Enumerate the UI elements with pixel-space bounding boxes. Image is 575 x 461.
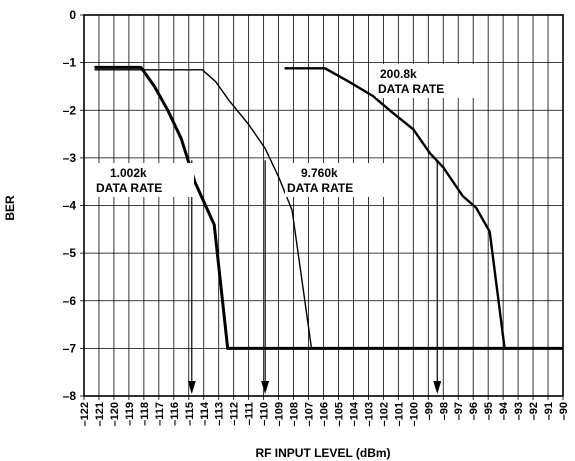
annotation-text-2: DATA RATE [378, 82, 444, 96]
annotation-text-0: 1.002k [110, 166, 147, 180]
y-tick-label: –8 [63, 389, 77, 403]
y-tick-label: –3 [63, 151, 77, 165]
y-tick-labels: 0 –1 –2 –3 –4 –5 –6 –7 –8 [63, 8, 77, 403]
chart-arrows [187, 160, 442, 394]
x-tick-label: –112 [229, 402, 241, 426]
y-axis-title: BER [3, 195, 17, 221]
x-tick-label: –97 [453, 402, 465, 420]
x-tick-label: –99 [423, 402, 435, 420]
series-line-1 [94, 69, 313, 349]
annotation-text-0: DATA RATE [96, 181, 162, 195]
x-tick-label: –122 [79, 402, 91, 426]
x-tick-label: –108 [289, 402, 301, 426]
y-tick-label: –6 [63, 294, 77, 308]
x-tick-label: –115 [184, 402, 196, 426]
x-tick-label: –109 [274, 402, 286, 426]
x-tick-label: –104 [348, 401, 360, 426]
annotation-bg-0 [94, 163, 194, 197]
chart-grid [80, 14, 564, 400]
chart-series [94, 65, 563, 350]
x-tick-label: –92 [528, 402, 540, 420]
x-tick-label: –103 [363, 402, 375, 426]
x-tick-label: –111 [244, 402, 256, 425]
x-tick-label: –105 [334, 402, 346, 426]
x-tick-label: –96 [468, 402, 480, 420]
x-axis-title: RF INPUT LEVEL (dBm) [255, 446, 390, 460]
x-tick-label: –101 [393, 402, 405, 426]
annotation-text-1: DATA RATE [287, 181, 353, 195]
x-tick-label: –102 [378, 402, 390, 426]
x-tick-label: –94 [498, 401, 510, 420]
y-tick-label: 0 [69, 8, 76, 22]
x-tick-label: –117 [154, 402, 166, 426]
x-tick-label: –90 [558, 402, 570, 420]
annotation-text-2: 200.8k [380, 67, 417, 81]
x-tick-label: –100 [408, 402, 420, 426]
x-tick-label: –114 [199, 401, 211, 426]
series-line-0 [94, 65, 563, 350]
y-tick-label: –5 [63, 246, 77, 260]
arrow-head-1 [261, 381, 270, 394]
y-tick-label: –1 [63, 56, 77, 70]
x-tick-label: –113 [214, 402, 226, 426]
x-tick-label: –98 [438, 402, 450, 420]
annotation-bg-1 [285, 163, 387, 197]
annotation-bg-2 [376, 64, 476, 98]
x-tick-labels: –122 –121 –120 –119 –118 –117 –116 –115 –114 –113… [79, 401, 570, 426]
y-tick-label: –4 [63, 199, 77, 213]
x-tick-label: –95 [483, 402, 495, 420]
x-tick-label: –120 [109, 402, 121, 426]
x-tick-label: –121 [94, 402, 106, 426]
x-tick-label: –119 [124, 402, 136, 426]
series-line-2 [284, 67, 506, 349]
y-tick-label: –7 [63, 341, 77, 355]
x-tick-label: –116 [169, 402, 181, 426]
x-tick-label: –91 [543, 402, 555, 420]
x-tick-label: –106 [319, 402, 331, 426]
x-tick-label: –107 [304, 402, 316, 426]
annotation-text-1: 9.760k [301, 166, 338, 180]
y-tick-label: –2 [63, 103, 77, 117]
arrow-head-2 [433, 381, 442, 394]
x-tick-label: –93 [513, 402, 525, 420]
arrow-head-0 [187, 381, 196, 394]
x-tick-label: –118 [139, 402, 151, 426]
x-tick-label: –110 [259, 402, 271, 426]
